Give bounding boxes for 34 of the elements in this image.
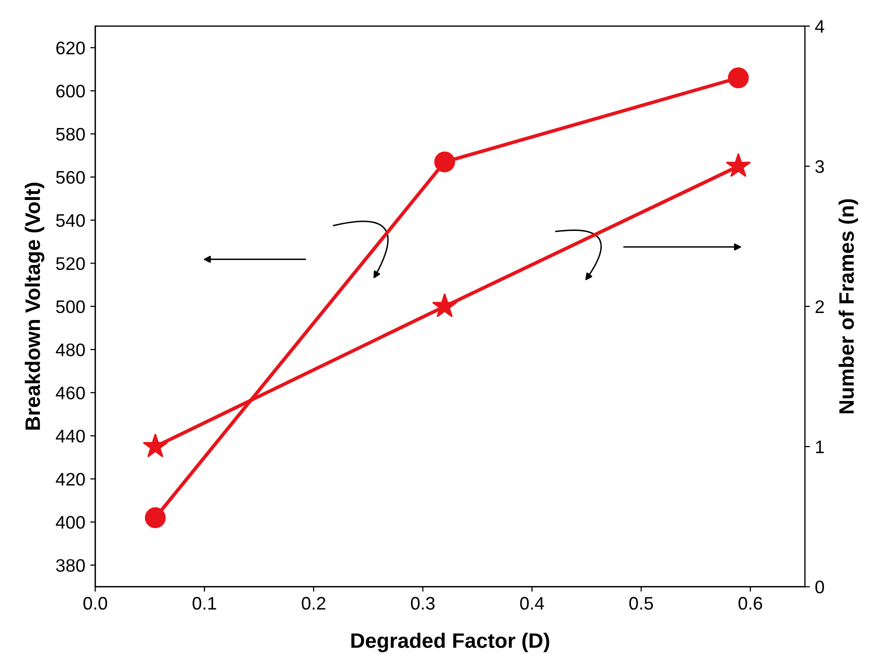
y-tick-label: 460 [56,386,85,400]
y2-tick-label: 1 [816,440,824,454]
point [434,152,456,172]
point [726,153,751,178]
y-tick-label: 560 [56,170,85,184]
y-tick-label: 540 [56,214,85,227]
point [144,507,166,528]
y-tick-label: 440 [56,430,85,442]
y-tick-label: 400 [56,516,85,529]
point [432,293,458,318]
x-axis-title: Degraded Factor (D) [351,632,550,652]
x-tick-label: 0.5 [629,596,653,610]
y-tick-label: 620 [56,42,85,54]
x-tick-label: 0.1 [192,596,216,610]
x-tick-label: 0.3 [410,596,435,610]
y-tick-label: 480 [56,343,85,356]
x-tick-label: 0.4 [520,596,544,610]
point [728,67,749,88]
point [142,433,168,458]
y2-tick-label: 4 [815,20,824,33]
y-tick-label: 580 [56,128,85,141]
y-tick-label: 500 [56,300,85,314]
y2-axis-title: Number of Frames (n) [838,199,858,414]
y2-tick-label: 0 [815,580,824,594]
y2-tick-label: 2 [816,300,824,313]
y-axis-title: Breakdown Voltage (Volt) [24,182,44,430]
x-tick-label: 0.0 [83,596,108,610]
y-tick-label: 520 [56,257,85,270]
x-tick-label: 0.6 [738,596,762,610]
y-tick-label: 600 [56,84,85,98]
y-tick-label: 380 [56,559,85,572]
y2-tick-label: 3 [815,160,824,173]
y-tick-label: 420 [56,472,85,486]
x-tick-label: 0.2 [302,596,326,610]
